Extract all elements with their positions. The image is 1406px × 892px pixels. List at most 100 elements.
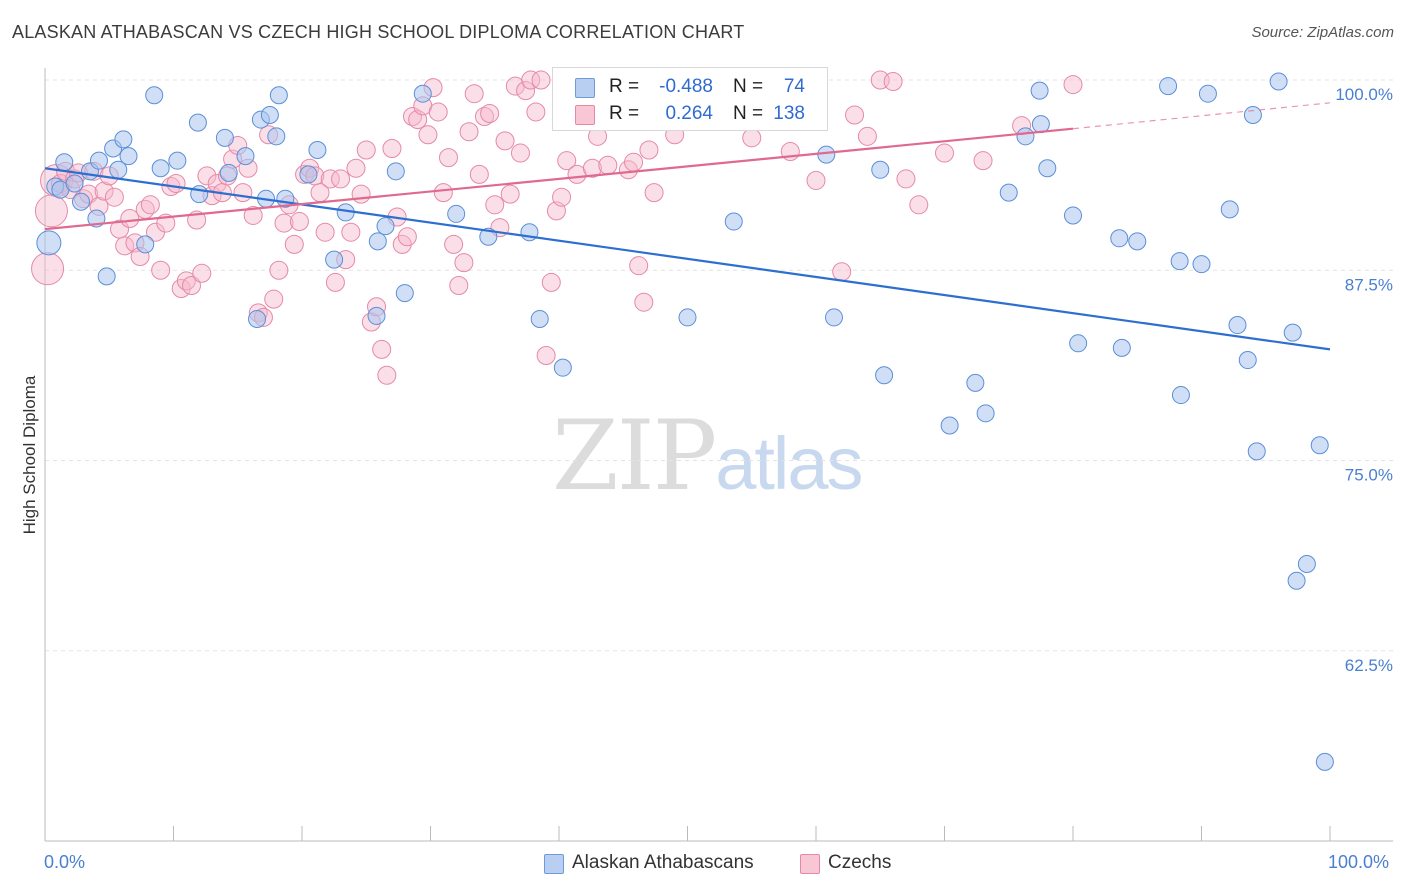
czech-point: [397, 227, 417, 247]
czech-point: [325, 272, 345, 292]
y-tick-label: 75.0%: [1345, 466, 1393, 485]
athabascan-point: [55, 153, 74, 172]
czech-point: [356, 140, 376, 160]
athabascan-point: [168, 151, 187, 170]
athabascan-point: [966, 373, 985, 392]
athabascan-point: [97, 267, 116, 286]
czech-point: [459, 122, 479, 142]
athabascan-point: [395, 284, 414, 303]
athabascan-point: [71, 192, 90, 211]
czech-point: [806, 170, 826, 190]
czech-point: [94, 181, 114, 201]
athabascan-point: [999, 183, 1018, 202]
czech-point: [624, 152, 644, 172]
legend-row-athabascans: R = -0.488 N = 74: [553, 74, 827, 100]
legend-r-label: R =: [609, 103, 640, 124]
czech-point: [120, 209, 140, 229]
czech-point: [531, 70, 551, 90]
athabascan-point: [1069, 334, 1088, 353]
czech-point: [233, 183, 253, 203]
bottom-legend-swatch-pink: [800, 854, 820, 874]
bottom-legend-athabascans: Alaskan Athabascans: [544, 852, 774, 876]
czech-point: [896, 169, 916, 189]
czech-point: [639, 140, 659, 160]
czech-point: [510, 143, 530, 163]
czech-point: [644, 183, 664, 203]
athabascan-point: [1128, 232, 1147, 251]
czech-point: [166, 173, 186, 193]
x-axis-min-label: 0.0%: [44, 852, 86, 872]
watermark-atlas: atlas: [715, 422, 863, 505]
legend-swatch-blue: [575, 78, 595, 98]
athabascan-point: [724, 212, 743, 231]
axes: [44, 68, 1393, 842]
czech-point: [845, 105, 865, 125]
athabascan-point: [386, 162, 405, 181]
czech-trend-line: [44, 127, 1074, 231]
y-tick-labels: 100.0% 87.5% 75.0% 62.5%: [1335, 85, 1393, 675]
czech-point: [557, 151, 577, 171]
czech-point: [541, 272, 561, 292]
athabascan-point: [1064, 206, 1082, 225]
czech-point: [428, 102, 448, 122]
athabascan-point: [940, 416, 959, 435]
athabascan-point: [1247, 442, 1266, 461]
czech-point: [629, 256, 649, 276]
watermark-zip: ZIP: [552, 400, 717, 512]
czech-point: [433, 183, 453, 203]
athabascan-point: [1112, 338, 1131, 357]
y-tick-label: 100.0%: [1335, 85, 1393, 104]
legend-n-value: 74: [783, 76, 805, 97]
czech-point: [403, 107, 423, 127]
athabascan-point: [875, 366, 894, 385]
athabascan-point: [1297, 554, 1316, 573]
athabascan-point: [269, 86, 288, 105]
czech-point: [521, 70, 541, 90]
czech-point: [469, 164, 489, 184]
athabascan-point: [1171, 386, 1190, 405]
athabascan-point: [1170, 252, 1189, 271]
stats-legend: R = -0.488 N = 74 R = 0.264 N = 138: [552, 67, 828, 131]
legend-n-label: N =: [733, 103, 764, 124]
czech-point: [582, 158, 602, 178]
athabascan-point: [553, 358, 572, 377]
czech-point: [500, 184, 520, 204]
athabascan-point: [1198, 84, 1217, 103]
watermark: ZIPatlas: [552, 400, 864, 512]
czech-point: [269, 260, 289, 280]
athabascan-point: [89, 151, 108, 170]
czech-point: [495, 131, 515, 151]
czech-point: [1063, 75, 1083, 95]
athabascan-point: [65, 174, 84, 193]
czech-point: [320, 169, 340, 189]
czech-point: [444, 234, 464, 254]
czech-point: [474, 107, 494, 127]
y-axis-title: High School Diploma: [20, 375, 39, 534]
czech-point: [552, 187, 572, 207]
chart-title: ALASKAN ATHABASCAN VS CZECH HIGH SCHOOL …: [12, 22, 745, 42]
athabascan-point: [1315, 752, 1334, 771]
athabascan-point: [817, 145, 836, 164]
czech-point: [34, 194, 68, 228]
bottom-legend-swatch-blue: [544, 854, 564, 874]
czech-point: [346, 158, 366, 178]
athabascan-point: [376, 217, 395, 236]
legend-r-value: -0.488: [659, 76, 713, 97]
athabascan-point: [145, 86, 164, 105]
athabascan-trend-line: [44, 167, 1331, 351]
czech-point: [883, 72, 903, 92]
czech-point: [264, 289, 284, 309]
athabascan-point: [1031, 115, 1050, 134]
athabascan-point: [188, 113, 207, 132]
czech-point: [454, 253, 474, 273]
athabascan-point: [1238, 351, 1257, 370]
czech-point: [274, 213, 294, 233]
czech-point: [289, 212, 309, 232]
athabascan-point: [1030, 81, 1049, 100]
y-tick-label: 62.5%: [1345, 656, 1393, 675]
athabascan-point: [1269, 72, 1288, 91]
legend-row-czechs: R = 0.264 N = 138: [553, 101, 827, 127]
legend-n-value: 138: [773, 103, 805, 124]
bottom-legend-czechs: Czechs: [800, 852, 910, 876]
czech-point: [598, 155, 618, 175]
